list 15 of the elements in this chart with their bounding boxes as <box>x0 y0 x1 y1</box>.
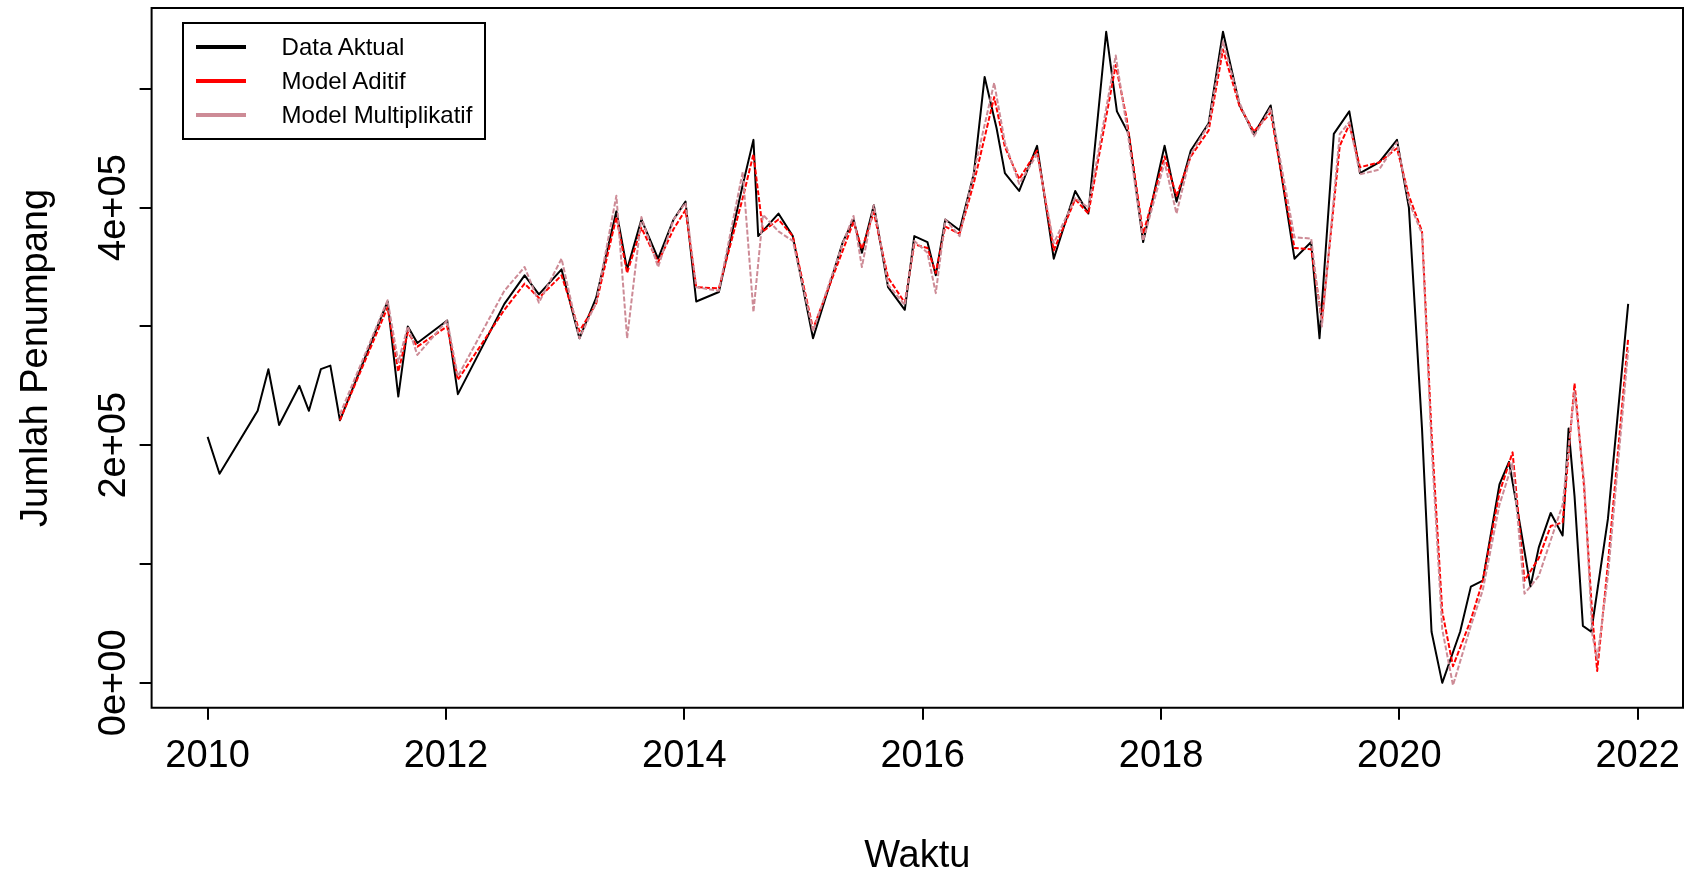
x-tick-label: 2010 <box>165 733 250 776</box>
x-tick-label: 2018 <box>1118 733 1204 776</box>
legend-label: Model Multiplikatif <box>281 100 473 130</box>
x-tick-label: 2014 <box>642 733 727 776</box>
y-tick-label: 0e+00 <box>91 629 134 737</box>
x-tick-label: 2016 <box>880 733 965 776</box>
x-tick-label: 2012 <box>403 733 489 776</box>
x-tick-label: 2020 <box>1357 733 1442 776</box>
x-axis-title: Waktu <box>864 832 971 875</box>
y-tick-label: 4e+05 <box>91 154 134 261</box>
y-axis-title: Jumlah Penumpang <box>13 188 56 527</box>
legend-label: Data Aktual <box>281 32 405 62</box>
x-tick-label: 2022 <box>1595 733 1680 776</box>
y-tick-label: 2e+05 <box>91 391 134 499</box>
legend-label: Model Aditif <box>281 66 406 96</box>
